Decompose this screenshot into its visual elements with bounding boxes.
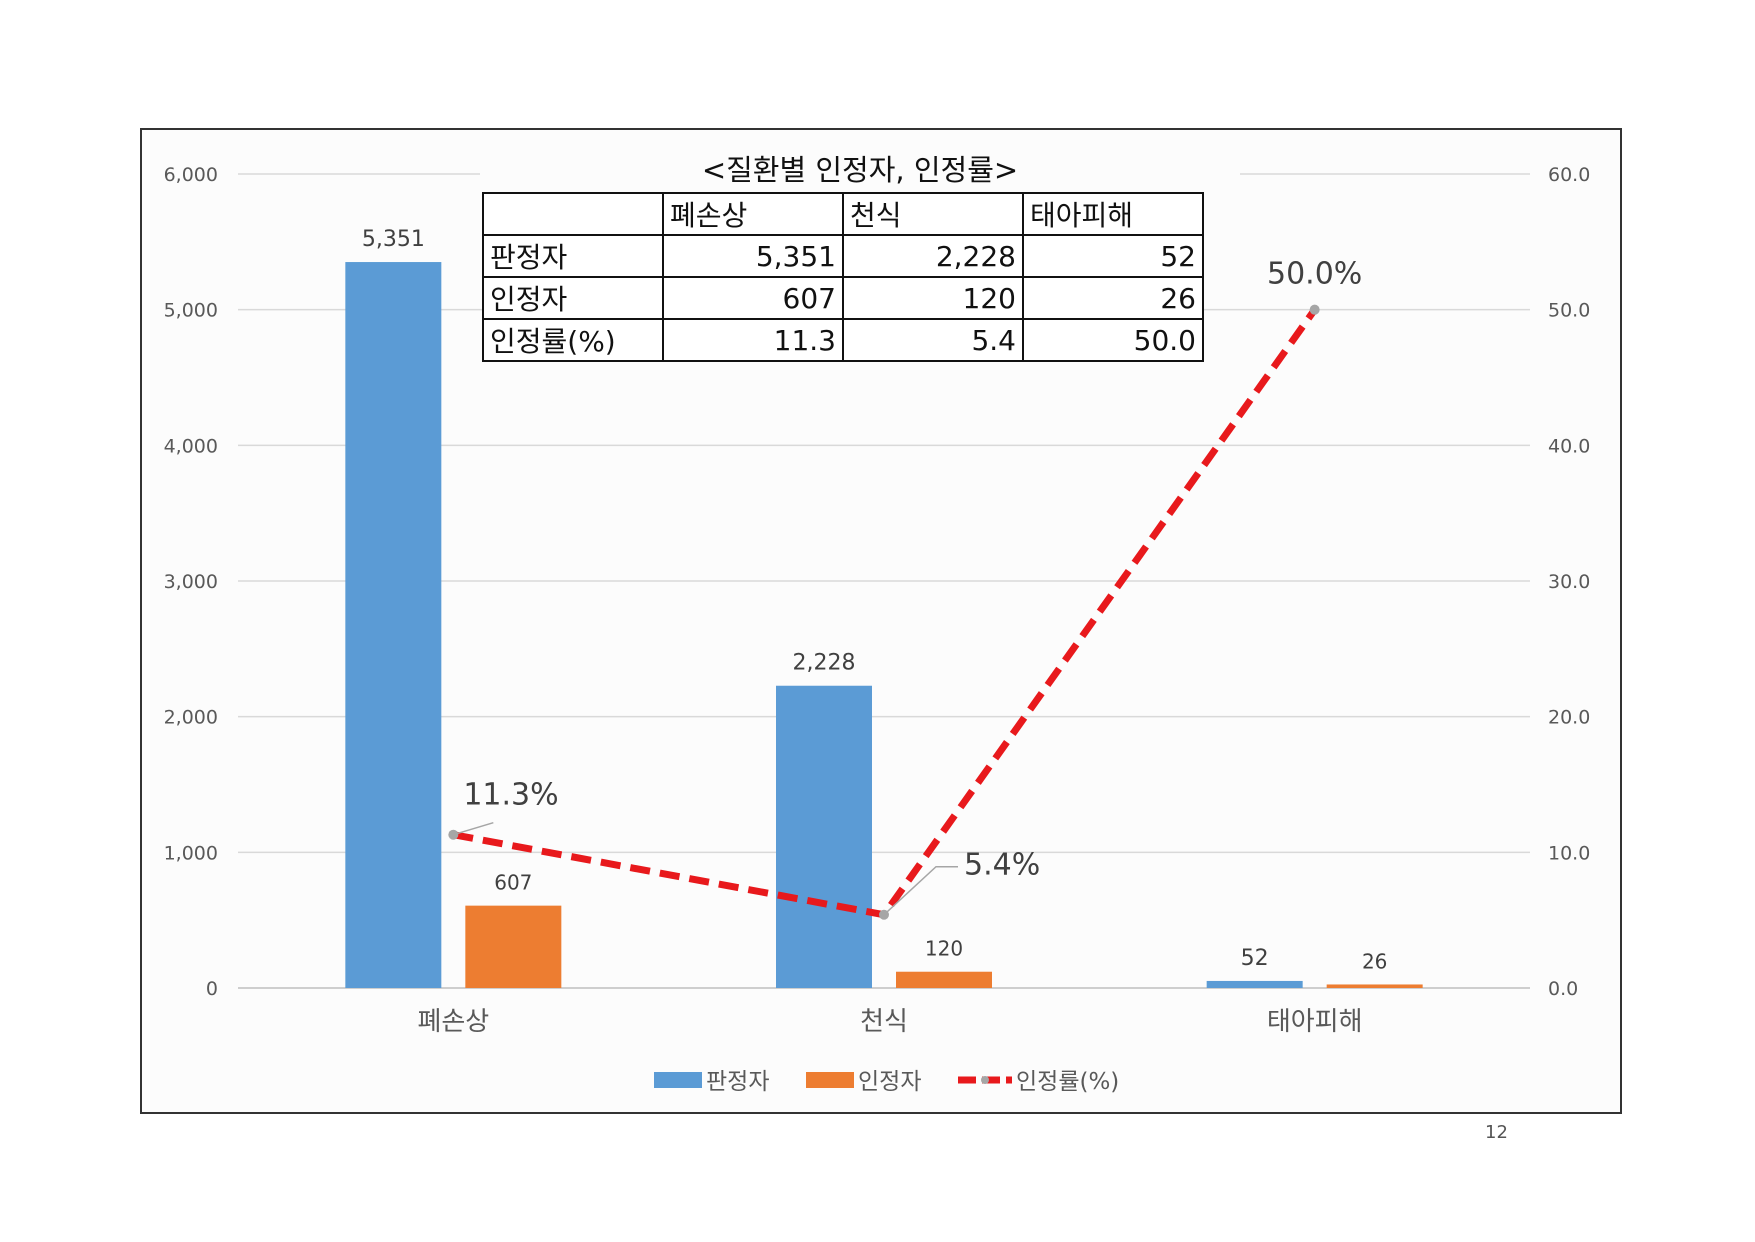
- table-row: 판정자 5,351 2,228 52: [482, 234, 1204, 278]
- rate-data-label: 5.4%: [964, 848, 1040, 883]
- table-cell: 2,228: [842, 234, 1024, 278]
- bar-data-label: 2,228: [793, 651, 856, 676]
- table-header-cell: 태아피해: [1022, 192, 1204, 236]
- bar-recognized: [1326, 984, 1423, 988]
- table-cell: 50.0: [1022, 318, 1204, 362]
- data-table: 폐손상 천식 태아피해 판정자 5,351 2,228 52 인정자 607 1…: [482, 192, 1204, 362]
- table-cell: 11.3: [662, 318, 844, 362]
- y-right-tick-label: 20.0: [1548, 707, 1590, 729]
- bar-judged: [1206, 980, 1303, 988]
- bar-recognized: [896, 971, 992, 988]
- table-header-row: 폐손상 천식 태아피해: [482, 192, 1204, 236]
- bar-data-label: 26: [1362, 949, 1387, 973]
- table-row: 인정자 607 120 26: [482, 276, 1204, 320]
- table-cell: 5,351: [662, 234, 844, 278]
- y-left-tick-label: 3,000: [164, 571, 218, 593]
- legend-label: 인정률(%): [1016, 1069, 1119, 1095]
- y-right-tick-label: 0.0: [1548, 978, 1578, 1000]
- y-left-tick-label: 0: [206, 978, 218, 1000]
- table-cell: 26: [1022, 276, 1204, 320]
- table-cell: 120: [842, 276, 1024, 320]
- table-row-label: 인정률(%): [482, 318, 664, 362]
- y-left-tick-label: 6,000: [164, 164, 218, 186]
- bar-data-label: 120: [925, 937, 963, 961]
- legend-line-marker: [981, 1076, 989, 1084]
- table-row-label: 판정자: [482, 234, 664, 278]
- legend-swatch: [654, 1072, 702, 1088]
- rate-line: [452, 307, 1318, 919]
- table-cell: 607: [662, 276, 844, 320]
- y-right-tick-label: 40.0: [1548, 435, 1590, 457]
- y-left-tick-label: 5,000: [164, 300, 218, 322]
- bar-recognized: [465, 905, 562, 988]
- table-header-cell: 폐손상: [662, 192, 844, 236]
- legend-swatch: [806, 1072, 854, 1088]
- y-right-tick-label: 50.0: [1548, 300, 1590, 322]
- y-right-tick-label: 10.0: [1548, 842, 1590, 864]
- bar-data-label: 5,351: [362, 227, 425, 252]
- y-left-tick-label: 4,000: [164, 435, 218, 457]
- table-corner-cell: [482, 192, 664, 236]
- bar-judged: [776, 685, 872, 988]
- leader-line: [883, 865, 958, 916]
- leader-line: [453, 821, 494, 836]
- rate-point: [1309, 304, 1320, 315]
- rate-data-label: 50.0%: [1267, 257, 1362, 292]
- bar-data-label: 607: [494, 871, 532, 895]
- table-cell: 52: [1022, 234, 1204, 278]
- x-tick-label: 태아피해: [1267, 1007, 1363, 1037]
- table-row: 인정률(%) 11.3 5.4 50.0: [482, 318, 1204, 362]
- y-left-tick-label: 2,000: [164, 707, 218, 729]
- y-right-tick-label: 30.0: [1548, 571, 1590, 593]
- bar-data-label: 52: [1241, 946, 1269, 971]
- page-number: 12: [1485, 1122, 1508, 1143]
- y-left-tick-label: 1,000: [164, 842, 218, 864]
- chart-title: <질환별 인정자, 인정률>: [480, 150, 1240, 190]
- y-right-tick-label: 60.0: [1548, 164, 1590, 186]
- table-header-cell: 천식: [842, 192, 1024, 236]
- table-cell: 5.4: [842, 318, 1024, 362]
- x-tick-label: 폐손상: [417, 1007, 489, 1037]
- bar-judged: [345, 262, 442, 988]
- x-tick-label: 천식: [860, 1007, 908, 1037]
- rate-data-label: 11.3%: [463, 778, 558, 813]
- legend-label: 인정자: [858, 1069, 921, 1095]
- table-row-label: 인정자: [482, 276, 664, 320]
- legend-label: 판정자: [706, 1069, 769, 1095]
